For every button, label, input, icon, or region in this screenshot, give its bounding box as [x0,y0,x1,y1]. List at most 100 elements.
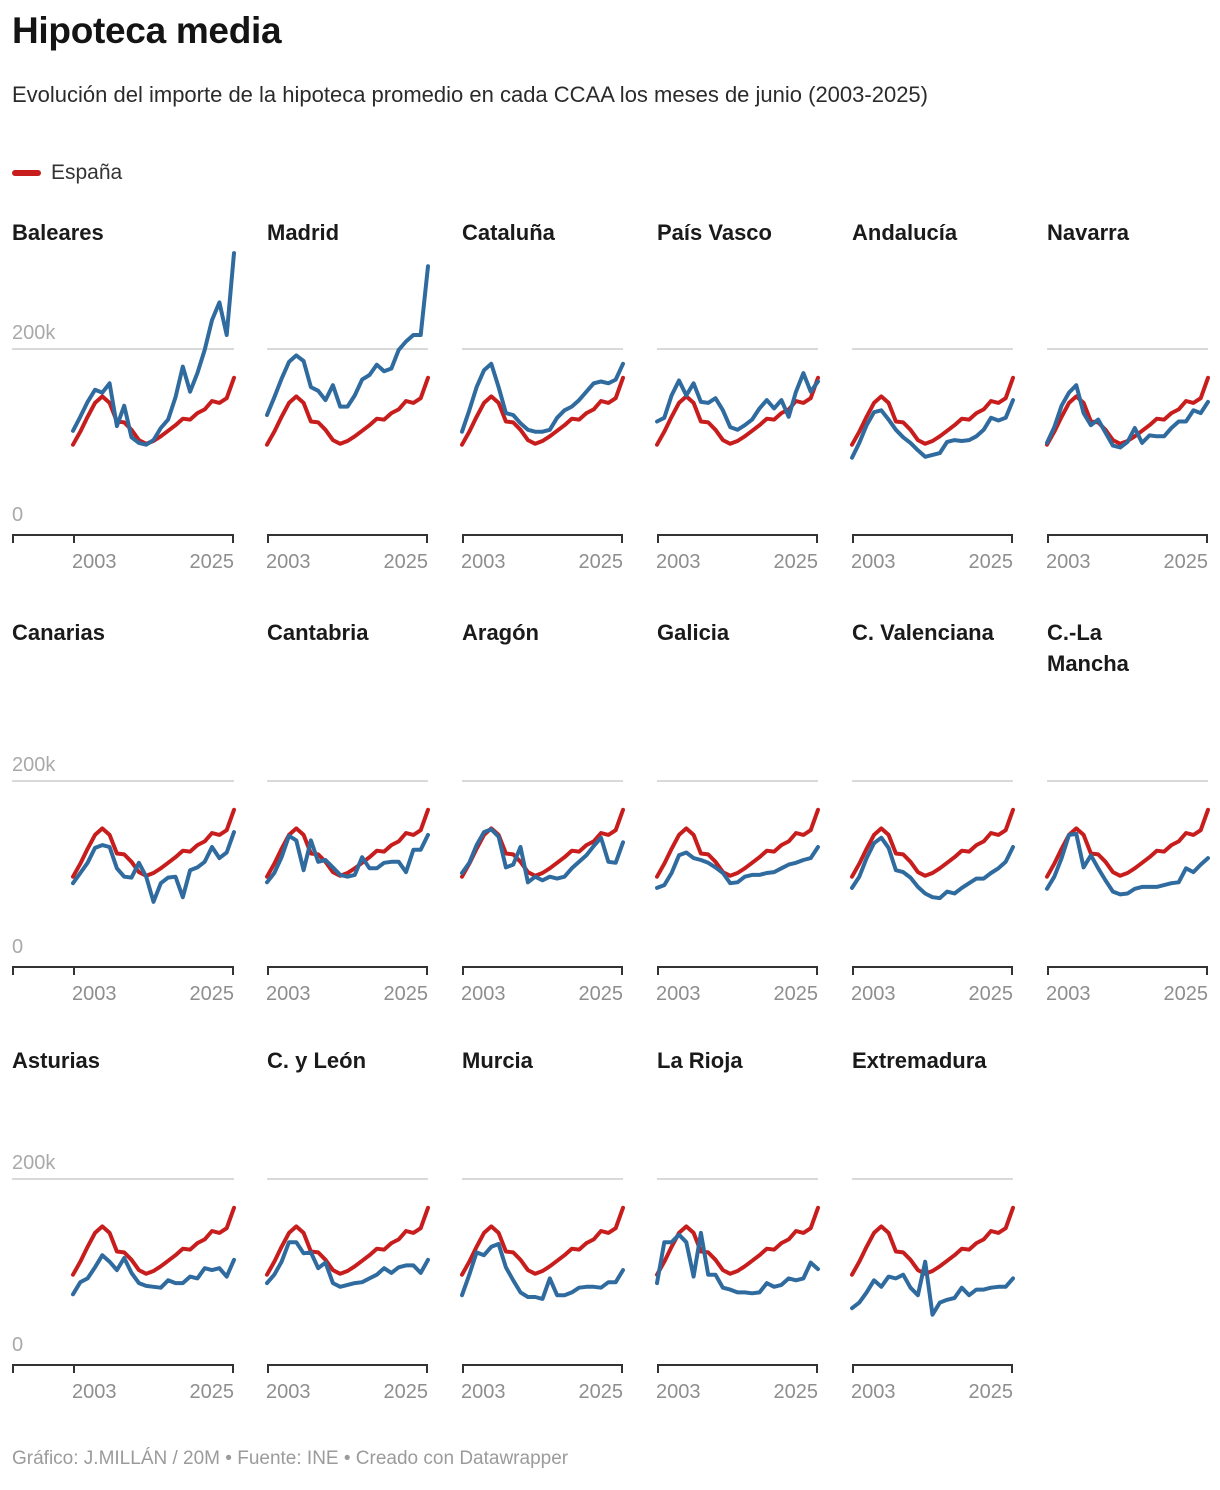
x-tick-label-2025: 2025 [1163,551,1209,573]
gridline-200k [852,780,1013,782]
x-axis-tick [232,1364,234,1373]
x-axis-tick [426,966,428,975]
x-axis-tick [852,966,854,975]
panel-title-c-valenciana: C. Valenciana [852,620,994,645]
gridline-200k [267,348,428,350]
x-axis-tick [621,966,623,975]
x-axis-line [12,1364,234,1366]
x-axis-line [852,966,1013,968]
x-axis-tick [232,966,234,975]
x-tick-label-2003: 2003 [266,1381,311,1403]
x-tick-label-2003: 2003 [851,551,896,573]
x-tick-label-2003: 2003 [851,1381,896,1403]
x-tick-label-2003: 2003 [266,551,311,573]
line-chart-baleares [71,251,236,447]
x-tick-label-2003: 2003 [72,1381,117,1403]
espana-line [460,375,625,447]
gridline-200k [852,348,1013,350]
legend-label: España [51,161,123,184]
x-axis-tick [657,534,659,543]
x-tick-label-2025: 2025 [773,983,819,1005]
espana-line [655,1205,820,1277]
espana-line [71,1205,236,1277]
panel-title-c-la-mancha: C.-La Mancha [1047,620,1129,676]
espana-line [460,1205,625,1277]
x-axis-tick [12,1364,14,1373]
x-tick-label-2003: 2003 [656,983,701,1005]
region-line-galicia [655,845,820,890]
x-tick-label-2003: 2003 [656,551,701,573]
x-axis-tick [267,534,269,543]
gridline-200k [1047,780,1208,782]
x-axis-line [852,1364,1013,1366]
x-axis-tick [462,1364,464,1373]
line-chart-c-la-mancha [1045,807,1210,897]
x-tick-label-2025: 2025 [189,551,235,573]
x-axis-tick [462,534,464,543]
espana-line [850,1205,1015,1277]
gridline-200k [462,348,623,350]
x-axis-line [462,966,623,968]
panel-title-madrid: Madrid [267,220,340,245]
x-axis-tick [1011,1364,1013,1373]
gridline-200k [267,1178,428,1180]
x-axis-line [657,534,818,536]
x-axis-line [12,534,234,536]
x-axis-tick [232,534,234,543]
panel-title-murcia: Murcia [462,1048,533,1073]
panel-title-aragon: Aragón [462,620,539,645]
x-tick-label-2025: 2025 [189,983,235,1005]
x-axis-tick [1206,966,1208,975]
x-axis-line [267,966,428,968]
x-tick-label-2025: 2025 [383,551,429,573]
legend: España [12,161,122,185]
attribution-footer: Gráfico: J.MILLÁN / 20M • Fuente: INE • … [12,1448,569,1469]
x-tick-label-2025: 2025 [578,983,624,1005]
x-axis-tick [1047,966,1049,975]
x-axis-line [1047,966,1208,968]
line-chart-andalucia [850,375,1015,460]
espana-line [850,375,1015,447]
espana-line [265,1205,430,1277]
x-axis-line [852,534,1013,536]
x-axis-tick [267,966,269,975]
y-label-0: 0 [12,504,24,526]
y-label-200k: 200k [12,1152,56,1174]
gridline-200k [657,348,818,350]
x-tick-label-2003: 2003 [1046,983,1091,1005]
line-chart-c-y-leon [265,1205,430,1289]
line-chart-pais-vasco [655,371,820,447]
region-line-navarra [1045,383,1210,450]
x-tick-label-2003: 2003 [851,983,896,1005]
gridline-200k [12,1178,234,1180]
region-line-extremadura [850,1259,1015,1317]
panel-title-c-y-leon: C. y León [267,1048,367,1073]
region-line-madrid [265,264,430,417]
x-tick-label-2003: 2003 [72,983,117,1005]
espana-line [265,807,430,879]
panel-title-galicia: Galicia [657,620,730,645]
line-chart-la-rioja [655,1205,820,1296]
page-subtitle: Evolución del importe de la hipoteca pro… [12,82,928,107]
x-tick-label-2025: 2025 [189,1381,235,1403]
x-axis-tick [426,1364,428,1373]
x-axis-tick [1047,534,1049,543]
x-tick-label-2025: 2025 [773,1381,819,1403]
y-label-200k: 200k [12,322,56,344]
x-tick-label-2025: 2025 [578,1381,624,1403]
line-chart-asturias [71,1205,236,1297]
line-chart-navarra [1045,375,1210,450]
x-tick-label-2003: 2003 [266,983,311,1005]
x-tick-label-2025: 2025 [578,551,624,573]
x-axis-tick [1011,534,1013,543]
x-axis-tick [73,1364,75,1373]
x-axis-line [462,534,623,536]
x-axis-tick [73,534,75,543]
region-line-baleares [71,251,236,447]
x-tick-label-2003: 2003 [1046,551,1091,573]
panel-title-cantabria: Cantabria [267,620,369,645]
espana-line-swatch-icon [12,170,41,176]
x-tick-label-2025: 2025 [968,983,1014,1005]
panel-title-cataluna: Cataluña [462,220,555,245]
